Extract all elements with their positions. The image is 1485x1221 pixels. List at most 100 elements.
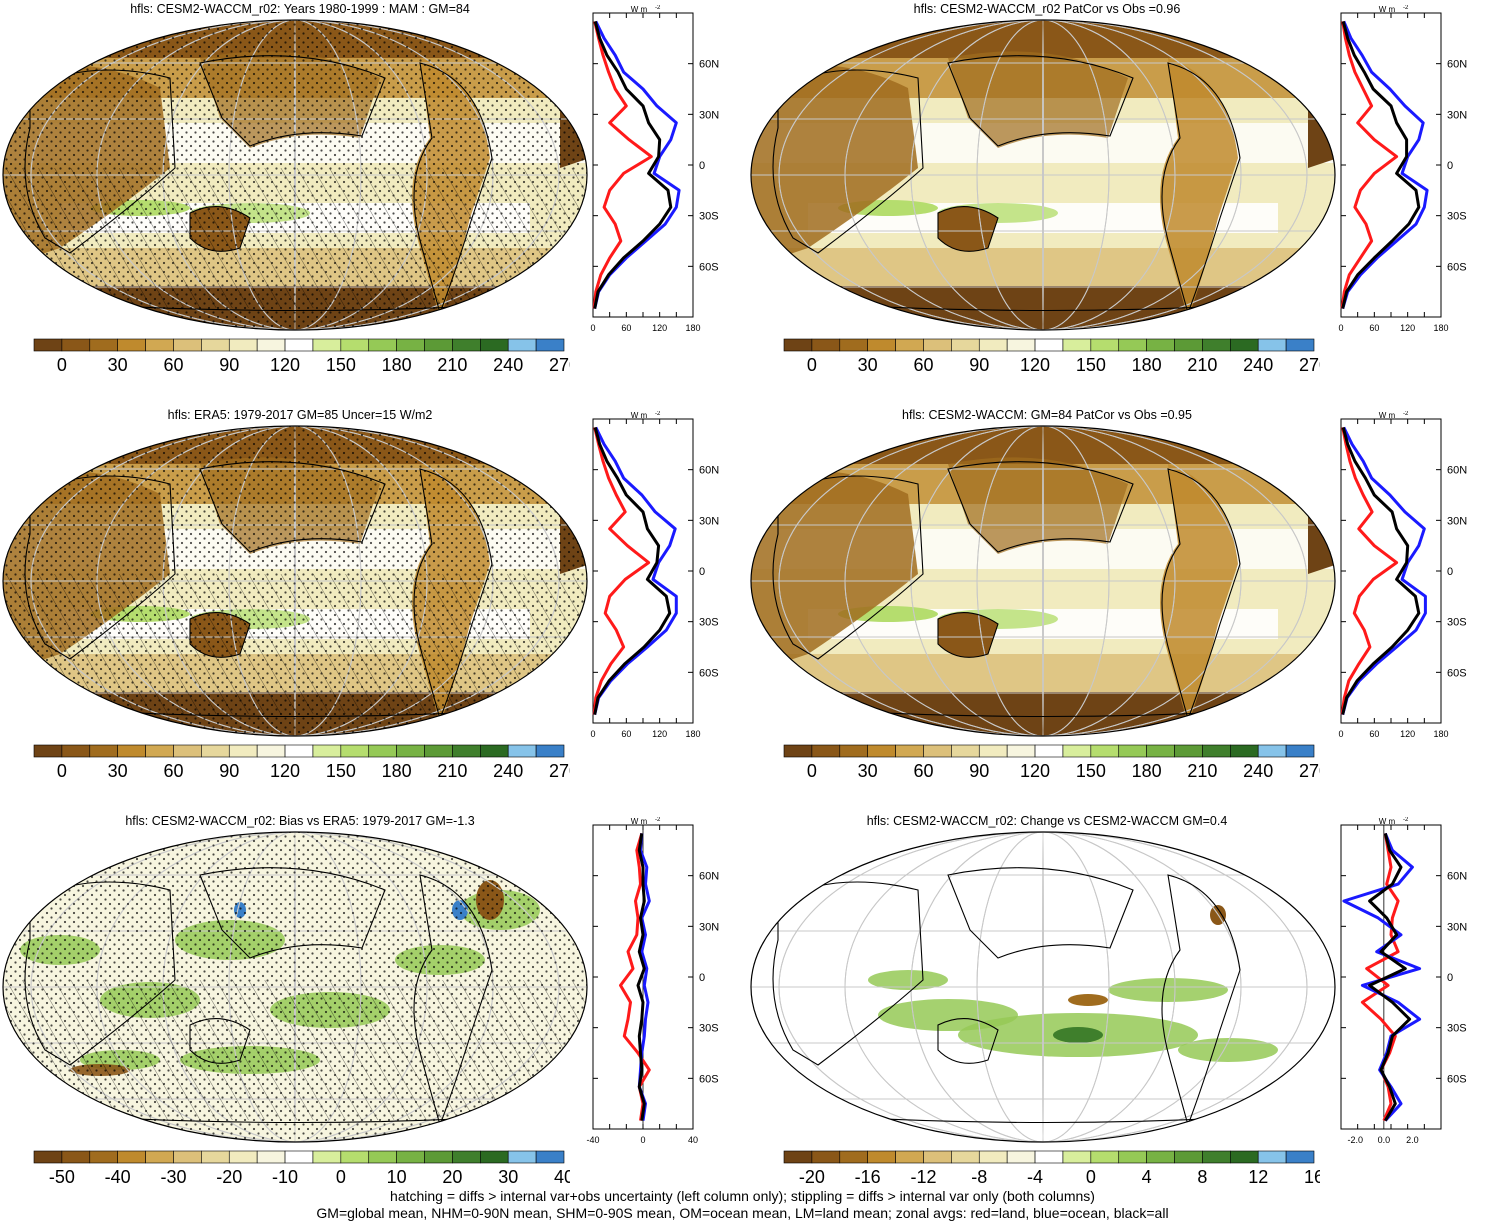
colorbar-label: 10 <box>387 1167 407 1187</box>
colorbar-swatch <box>424 338 453 352</box>
colorbar-swatch <box>1202 338 1231 352</box>
colorbar-swatch <box>1146 1150 1175 1164</box>
zonal-ytick-label: 30S <box>699 617 719 629</box>
zonal-ytick-label: 30S <box>1447 211 1467 223</box>
colorbar-label: -8 <box>971 1167 987 1187</box>
zonal-series-ocean <box>593 426 678 715</box>
colorbar-label: 210 <box>1187 761 1217 781</box>
colorbar-swatch <box>396 1150 425 1164</box>
colorbar-swatch <box>284 338 314 352</box>
colorbar-label: 150 <box>1076 355 1106 375</box>
colorbar-swatch <box>256 1150 286 1164</box>
colorbar-swatch <box>1146 338 1175 352</box>
zonal-plot-p4: W m -2 60N 30N 0 30S 60S 0 60 120 180 <box>1326 411 1485 774</box>
colorbar-swatch <box>1062 1150 1092 1164</box>
zonal-ytick-label: 0 <box>1447 566 1453 578</box>
colorbar-label: 20 <box>442 1167 462 1187</box>
colorbar-label: 210 <box>437 355 467 375</box>
colorbar-label: 0 <box>807 761 817 781</box>
colorbar-label: 90 <box>969 761 989 781</box>
colorbar-swatch <box>1006 744 1036 758</box>
zonal-series-ocean <box>1341 426 1427 715</box>
colorbar-label: 120 <box>270 761 300 781</box>
zonal-ytick-label: 30N <box>699 921 719 933</box>
colorbar-swatch <box>978 744 1008 758</box>
colorbar-label: 60 <box>913 761 933 781</box>
zonal-xtick-label: 0 <box>1338 729 1343 739</box>
panel-title-p5: hfls: CESM2-WACCM_r02: Bias vs ERA5: 197… <box>125 814 475 828</box>
colorbar-swatch <box>839 1150 868 1164</box>
colorbar-label: -20 <box>216 1167 242 1187</box>
colorbar-label: 210 <box>437 761 467 781</box>
zonal-ytick-label: 60S <box>699 1073 719 1085</box>
colorbar-swatch <box>783 744 813 758</box>
colorbar-swatch <box>867 1150 896 1164</box>
colorbar-swatch <box>89 338 118 352</box>
zonal-ytick-label: 0 <box>1447 160 1453 172</box>
zonal-plot-p6: W m -2 60N 30N 0 30S 60S -2.0 0.0 2.0 <box>1326 817 1485 1180</box>
colorbar-swatch <box>923 1150 952 1164</box>
zonal-ytick-label: 60S <box>699 667 719 679</box>
zonal-xtick-label: 120 <box>652 729 667 739</box>
zonal-series-all <box>1368 833 1412 1122</box>
colorbar-swatch <box>951 338 980 352</box>
colorbar-swatch <box>811 338 841 352</box>
zonal-xtick-label: 60 <box>1369 323 1379 333</box>
colorbar-swatch <box>867 744 896 758</box>
colorbar-label: 120 <box>1020 761 1050 781</box>
zonal-ytick-label: 0 <box>1447 972 1453 984</box>
colorbar-label: 0 <box>807 355 817 375</box>
panel-title-p4: hfls: CESM2-WACCM: GM=84 PatCor vs Obs =… <box>902 408 1192 422</box>
zonal-xtick-label: 40 <box>688 1135 698 1145</box>
colorbar-swatch <box>228 744 258 758</box>
zonal-ytick-label: 60N <box>699 59 719 71</box>
colorbar-swatch <box>895 338 924 352</box>
panel-title-p3: hfls: ERA5: 1979-2017 GM=85 Uncer=15 W/m… <box>167 408 433 422</box>
colorbar-label: -30 <box>160 1167 186 1187</box>
zonal-ytick-label: 30N <box>699 109 719 121</box>
colorbar-swatch <box>1230 744 1259 758</box>
colorbar-swatch <box>480 744 509 758</box>
colorbar-swatch <box>1202 744 1231 758</box>
zonal-series-land <box>1340 427 1399 715</box>
colorbar-label: 30 <box>498 1167 518 1187</box>
colorbar-label: -16 <box>855 1167 881 1187</box>
zonal-ytick-label: 60N <box>1447 871 1467 883</box>
zonal-ytick-label: 30S <box>699 211 719 223</box>
zonal-series-land <box>592 427 651 715</box>
colorbar-label: 180 <box>382 761 412 781</box>
colorbar-swatch <box>1034 744 1064 758</box>
zonal-ytick-label: 30S <box>1447 1023 1467 1035</box>
colorbar-swatch <box>1285 744 1315 758</box>
colorbar-swatch <box>1174 744 1203 758</box>
zonal-ytick-label: 0 <box>699 972 705 984</box>
colorbar-swatch <box>895 1150 924 1164</box>
colorbar-p2: 0306090120150180210240270300 <box>780 337 1385 384</box>
colorbar-swatch <box>173 744 202 758</box>
zonal-series-all <box>593 21 673 309</box>
zonal-units-exponent: -2 <box>655 817 661 823</box>
colorbar-label: 180 <box>1132 355 1162 375</box>
zonal-ytick-label: 60S <box>699 261 719 273</box>
colorbar-swatch <box>340 338 370 352</box>
zonal-plot-p3: W m -2 60N 30N 0 30S 60S 0 60 120 180 <box>578 411 738 774</box>
colorbar-swatch <box>312 338 342 352</box>
zonal-series-all <box>636 833 646 1121</box>
zonal-xtick-label: 180 <box>685 323 700 333</box>
colorbar-swatch <box>396 744 425 758</box>
colorbar-swatch <box>978 1150 1008 1164</box>
zonal-ytick-label: 30N <box>1447 515 1467 527</box>
colorbar-swatch <box>396 338 425 352</box>
colorbar-label: 90 <box>219 355 239 375</box>
zonal-units-exponent: -2 <box>1403 817 1409 823</box>
colorbar-swatch <box>117 338 146 352</box>
zonal-units-label: W m <box>631 411 648 420</box>
colorbar-swatch <box>89 1150 118 1164</box>
zonal-xtick-label: 180 <box>685 729 700 739</box>
zonal-units-label: W m <box>631 5 648 14</box>
zonal-ytick-label: 60S <box>1447 667 1467 679</box>
colorbar-swatch <box>228 338 258 352</box>
colorbar-label: -10 <box>272 1167 298 1187</box>
colorbar-swatch <box>284 744 314 758</box>
colorbar-label: 30 <box>108 355 128 375</box>
